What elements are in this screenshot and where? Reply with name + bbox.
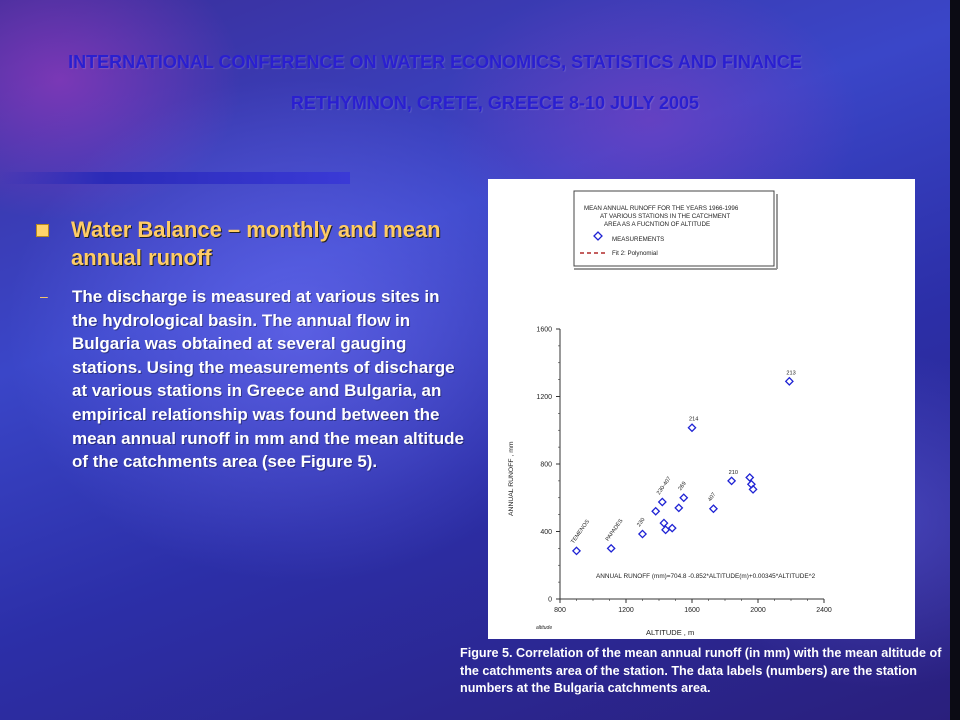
x-tick-label: 1200 <box>618 607 634 614</box>
right-edge-strip <box>950 0 960 720</box>
x-tick-label: 2400 <box>816 607 832 614</box>
data-point-label: 230 <box>636 517 646 528</box>
runoff-chart-svg: MEAN ANNUAL RUNOFF FOR THE YEARS 1966-19… <box>508 0 832 637</box>
data-point-label: PAPADES <box>605 518 625 543</box>
x-tick-label: 800 <box>554 607 566 614</box>
chart-legend: MEAN ANNUAL RUNOFF FOR THE YEARS 1966-19… <box>573 190 778 270</box>
legend-title: MEAN ANNUAL RUNOFF FOR THE YEARS 1966-19… <box>584 205 739 228</box>
data-point-marker <box>657 497 667 507</box>
title-divider-bar <box>0 172 350 184</box>
figure-caption: Figure 5. Correlation of the mean annual… <box>460 646 942 695</box>
data-point-label: 213 <box>786 370 795 376</box>
runoff-chart: MEAN ANNUAL RUNOFF FOR THE YEARS 1966-19… <box>488 0 915 639</box>
y-axis-label: ANNUAL RUNOFF , mm <box>508 441 515 516</box>
square-bullet-icon <box>36 224 49 237</box>
y-tick-label: 1200 <box>536 394 552 401</box>
data-point-marker <box>637 529 648 539</box>
data-point-label: 230-407 <box>656 476 673 496</box>
data-point-marker <box>708 504 718 514</box>
data-points: TEMENOS PAPADES 230 230-407 269 214 407 210 213 <box>570 370 796 556</box>
y-tick-label: 400 <box>540 529 552 536</box>
legend-fit: Fit 2: Polynomial <box>612 250 658 257</box>
data-point-marker <box>748 484 758 494</box>
data-point-label: 214 <box>689 417 698 423</box>
data-point-marker <box>745 472 755 483</box>
title-line-1: INTERNATIONAL CONFERENCE ON WATER ECONOM… <box>68 52 802 72</box>
bullet-item: Water Balance – monthly and mean annual … <box>36 216 456 272</box>
data-point-marker <box>727 476 737 486</box>
dash-bullet: – <box>40 288 48 304</box>
data-point-marker <box>651 506 661 516</box>
chart-axes: 0 400 800 1200 1600 800 1200 1600 2000 2400 <box>536 327 831 615</box>
data-point-marker <box>784 376 794 386</box>
x-axis-label: ALTITUDE , m <box>646 628 694 637</box>
legend-measurements: MEASUREMENTS <box>612 236 664 243</box>
title-line-2: RETHYMNON, CRETE, GREECE 8-10 JULY 2005 <box>290 93 700 113</box>
data-point-marker <box>674 503 684 513</box>
y-tick-label: 0 <box>548 597 552 604</box>
bullet-heading: Water Balance – monthly and mean annual … <box>71 217 441 270</box>
data-point-label: 407 <box>707 492 717 503</box>
data-point-label: 210 <box>729 470 738 476</box>
y-tick-label: 1600 <box>536 327 552 334</box>
data-point-marker <box>679 493 689 503</box>
corner-label: altitude <box>536 625 552 631</box>
body-paragraph: The discharge is measured at various sit… <box>72 287 464 472</box>
data-point-marker <box>667 523 677 533</box>
data-point-marker <box>606 543 616 553</box>
x-tick-label: 1600 <box>684 607 700 614</box>
data-point-label: 269 <box>677 481 687 492</box>
x-tick-label: 2000 <box>750 607 766 614</box>
legend-diamond-icon <box>593 231 603 241</box>
data-point-marker <box>659 518 669 528</box>
fit-equation: ANNUAL RUNOFF (mm)=704.8 -0.852*ALTITUDE… <box>596 573 816 580</box>
data-point-marker <box>687 423 697 433</box>
data-point-marker <box>661 525 671 535</box>
data-point-label: TEMENOS <box>570 519 591 545</box>
data-point-marker <box>571 546 582 556</box>
slide-title: INTERNATIONAL CONFERENCE ON WATER ECONOM… <box>40 50 830 116</box>
y-tick-label: 800 <box>540 462 552 469</box>
